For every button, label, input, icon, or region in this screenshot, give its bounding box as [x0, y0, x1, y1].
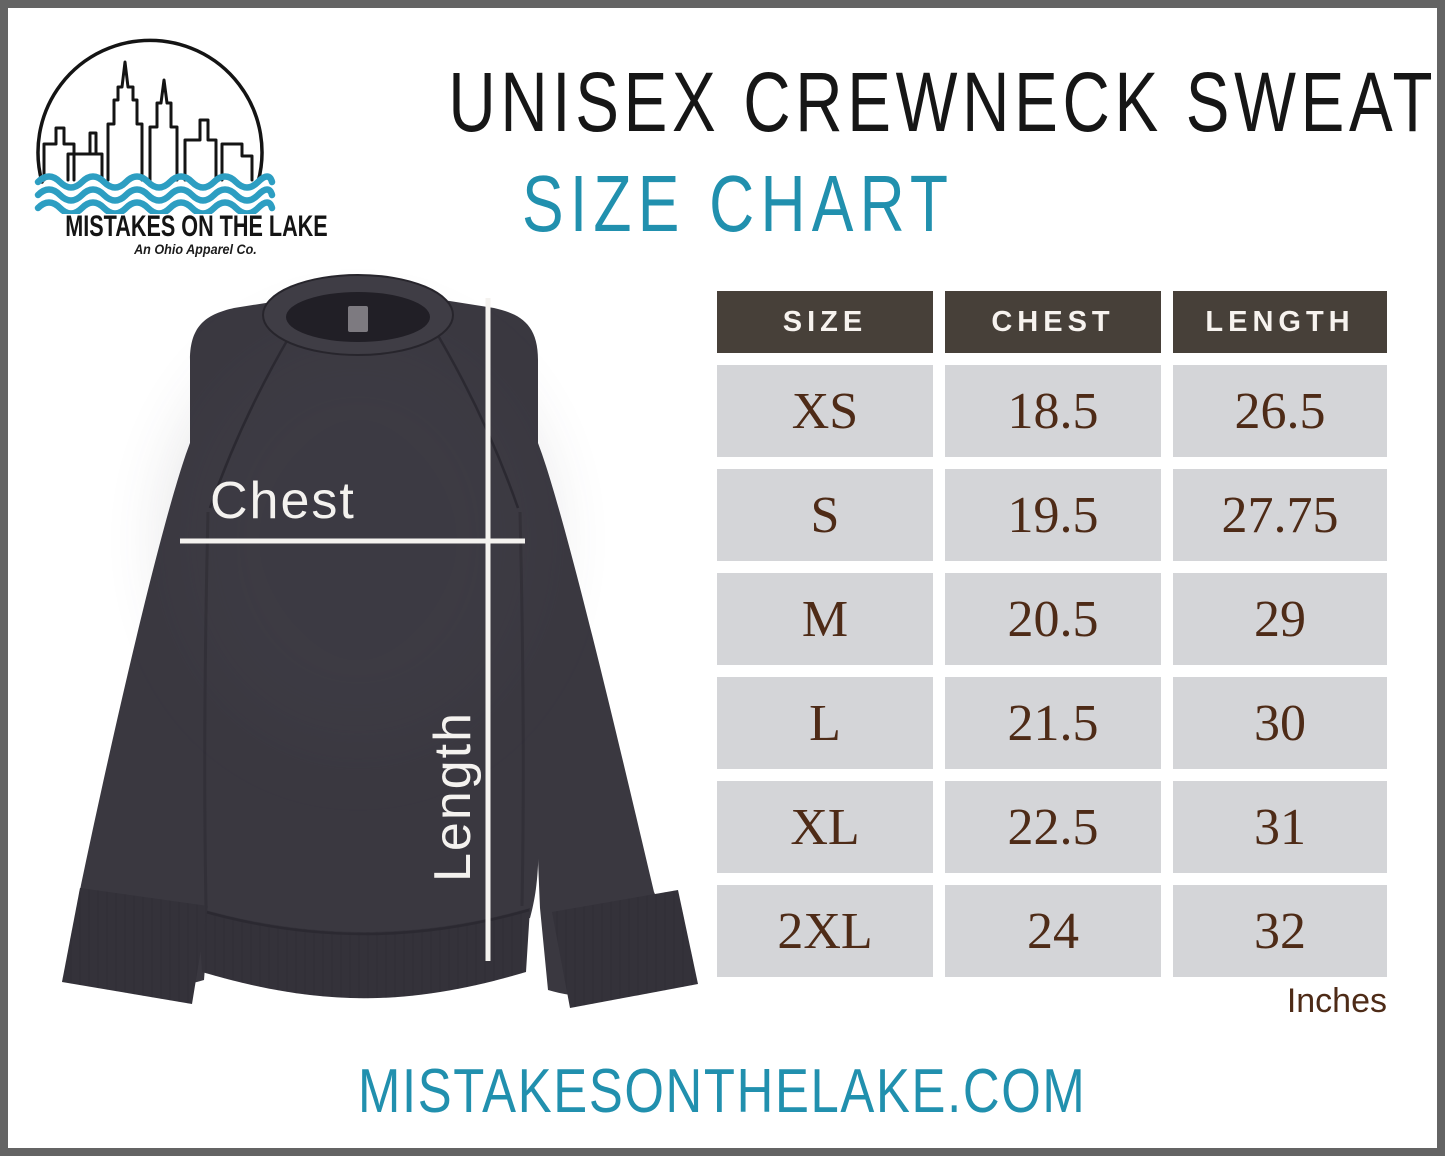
lake-waves-icon [34, 173, 276, 214]
neck-tag [348, 306, 368, 332]
page-subtitle: SIZE CHART [521, 159, 955, 248]
table-cell: S [717, 469, 933, 561]
table-cell: 24 [945, 885, 1161, 977]
length-label: Length [424, 711, 482, 882]
table-cell: 27.75 [1173, 469, 1387, 561]
table-cell: XL [717, 781, 933, 873]
website-url: MISTAKESONTHELAKE.COM [358, 1057, 1087, 1126]
header-cell-chest: CHEST [945, 291, 1161, 353]
header-cell-length: LENGTH [1173, 291, 1387, 353]
table-cell: 19.5 [945, 469, 1161, 561]
sweatshirt-photo [62, 274, 698, 1008]
table-cell: 21.5 [945, 677, 1161, 769]
table-cell: 2XL [717, 885, 933, 977]
skyline-logo-icon [34, 38, 276, 214]
table-cell: 20.5 [945, 573, 1161, 665]
table-cell: L [717, 677, 933, 769]
table-cell: 26.5 [1173, 365, 1387, 457]
table-cell: M [717, 573, 933, 665]
cleveland-skyline-icon [42, 60, 254, 182]
table-cell: XS [717, 365, 933, 457]
table-cell: 30 [1173, 677, 1387, 769]
table-cell: 29 [1173, 573, 1387, 665]
table-cell: 22.5 [945, 781, 1161, 873]
chest-label: Chest [210, 472, 356, 530]
table-cell: 32 [1173, 885, 1387, 977]
brand-name: MISTAKES ON THE LAKE [65, 210, 328, 243]
brand-tagline: An Ohio Apparel Co. [134, 241, 257, 257]
brand-logo: MISTAKES ON THE LAKE An Ohio Apparel Co. [30, 32, 328, 257]
table-cell: 18.5 [945, 365, 1161, 457]
units-label: Inches [1286, 982, 1387, 1020]
size-table: SIZE CHEST LENGTH XS 18.5 26.5 S 19.5 27… [717, 291, 1387, 977]
table-cell: 31 [1173, 781, 1387, 873]
sweatshirt-measurement-diagram: Chest Length [62, 274, 698, 1008]
page-title: UNISEX CREWNECK SWEATSHIRT [448, 55, 1438, 149]
measurement-lines: Chest Length [180, 298, 525, 961]
header-cell-size: SIZE [717, 291, 933, 353]
